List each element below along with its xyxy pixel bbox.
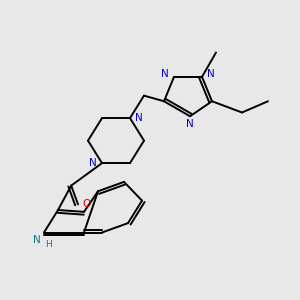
Text: N: N (161, 69, 169, 79)
Text: N: N (186, 119, 194, 130)
Text: N: N (207, 69, 215, 79)
Text: O: O (83, 200, 91, 209)
Text: H: H (45, 240, 52, 249)
Text: N: N (135, 113, 143, 123)
Text: N: N (89, 158, 97, 168)
Text: N: N (33, 235, 41, 245)
